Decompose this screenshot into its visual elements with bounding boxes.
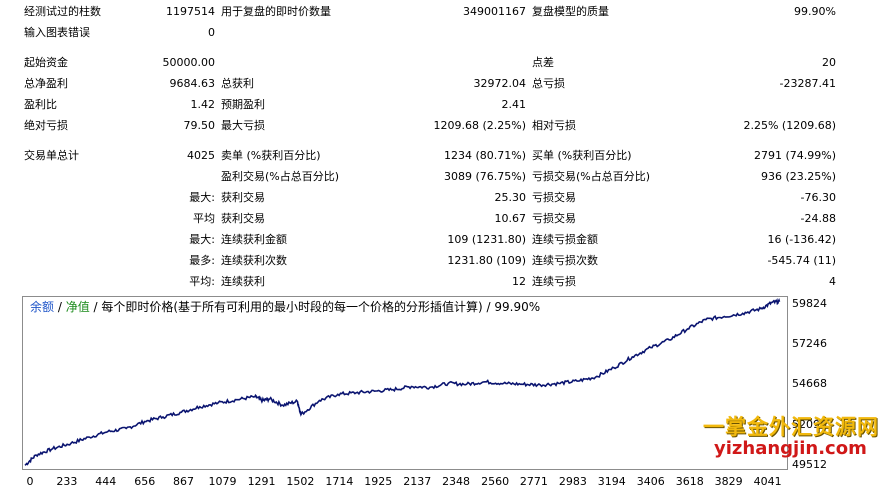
initial-deposit-label: 起始资金 [24, 56, 68, 69]
initial-deposit-value: 50000.00 [162, 56, 216, 69]
x-tick-label: 0 [26, 475, 34, 488]
maximal-prefix: 最多: [189, 254, 215, 267]
spread-value: 20 [822, 56, 836, 69]
long-positions-value: 2791 (74.99%) [753, 149, 836, 162]
maximal-consecutive-profit-label: 连续获利次数 [221, 254, 287, 267]
expected-payoff-value: 2.41 [501, 98, 527, 111]
legend-equity: 净值 [65, 300, 90, 314]
x-tick-label: 1079 [208, 475, 237, 488]
net-profit-value: 9684.63 [169, 77, 216, 90]
x-tick-label: 1925 [364, 475, 393, 488]
x-tick-label: 3406 [636, 475, 665, 488]
largest-profit-trade-value: 25.30 [494, 191, 527, 204]
relative-drawdown-label: 相对亏损 [532, 119, 576, 132]
max-consecutive-losses-label: 连续亏损金额 [532, 233, 598, 246]
chart-errors-label: 输入图表错误 [24, 26, 90, 39]
equity-series-line [24, 297, 781, 466]
gross-loss-label: 总亏损 [532, 77, 565, 90]
max-consecutive-wins-value: 109 (1231.80) [447, 233, 526, 246]
ticks-value: 349001167 [463, 5, 526, 18]
max-consecutive-wins-label: 连续获利金额 [221, 233, 287, 246]
x-tick-label: 4041 [753, 475, 782, 488]
watermark-url: yizhangjin.com [714, 438, 867, 459]
total-trades-value: 4025 [187, 149, 215, 162]
y-tick-label: 59824 [792, 297, 827, 311]
profit-trades-label: 盈利交易(%占总百分比) [221, 170, 340, 183]
average-consecutive-losses-label: 连续亏损 [532, 275, 576, 288]
chart-legend: 余额 / 净值 / 每个即时价格(基于所有可利用的最小时段的每一个价格的分形插值… [30, 300, 540, 314]
maximal-drawdown-value: 1209.68 (2.25%) [433, 119, 526, 132]
largest-profit-trade-label: 获利交易 [221, 191, 265, 204]
average-consecutive-prefix: 平均: [189, 275, 215, 288]
y-tick-label: 52090 [792, 417, 827, 431]
largest-prefix: 最大: [189, 191, 215, 204]
maximal-consecutive-loss-label: 连续亏损次数 [532, 254, 598, 267]
y-tick-label: 57246 [792, 337, 827, 351]
x-tick-label: 3618 [675, 475, 704, 488]
x-tick-label: 3194 [597, 475, 626, 488]
equity-chart-svg [24, 297, 781, 466]
average-consecutive-wins-label: 连续获利 [221, 275, 265, 288]
x-tick-label: 444 [95, 475, 117, 488]
profit-trades-value: 3089 (76.75%) [443, 170, 526, 183]
average-loss-trade-label: 亏损交易 [532, 212, 576, 225]
x-tick-label: 2348 [442, 475, 471, 488]
y-tick-label: 54668 [792, 377, 827, 391]
x-tick-label: 1714 [325, 475, 354, 488]
maximal-consecutive-loss-value: -545.74 (11) [767, 254, 836, 267]
x-tick-label: 2983 [558, 475, 587, 488]
ticks-label: 用于复盘的即时价数量 [221, 5, 331, 18]
gross-profit-value: 32972.04 [473, 77, 527, 90]
x-tick-label: 656 [134, 475, 156, 488]
loss-trades-value: 936 (23.25%) [760, 170, 836, 183]
legend-separator: / [54, 300, 66, 314]
bars-tested-value: 1197514 [166, 5, 215, 18]
absolute-drawdown-value: 79.50 [183, 119, 216, 132]
average-prefix: 平均 [193, 212, 215, 225]
loss-trades-label: 亏损交易(%占总百分比) [532, 170, 651, 183]
x-tick-label: 3829 [714, 475, 743, 488]
bars-tested-label: 经测试过的柱数 [24, 5, 101, 18]
legend-balance: 余额 [30, 300, 55, 314]
average-loss-trade-value: -24.88 [800, 212, 836, 225]
largest-loss-trade-label: 亏损交易 [532, 191, 576, 204]
spread-label: 点差 [532, 56, 554, 69]
gross-loss-value: -23287.41 [779, 77, 836, 90]
x-tick-label: 2560 [481, 475, 510, 488]
gross-profit-label: 总获利 [221, 77, 254, 90]
net-profit-label: 总净盈利 [24, 77, 68, 90]
average-profit-trade-value: 10.67 [494, 212, 527, 225]
profit-factor-value: 1.42 [190, 98, 216, 111]
x-tick-label: 2137 [403, 475, 432, 488]
short-positions-label: 卖单 (%获利百分比) [221, 149, 321, 162]
x-tick-label: 1502 [286, 475, 315, 488]
absolute-drawdown-label: 绝对亏损 [24, 119, 68, 132]
short-positions-value: 1234 (80.71%) [443, 149, 526, 162]
model-quality-label: 复盘模型的质量 [532, 5, 609, 18]
model-quality-value: 99.90% [794, 5, 836, 18]
maximal-drawdown-label: 最大亏损 [221, 119, 265, 132]
y-tick-label: 49512 [792, 457, 827, 471]
largest-loss-trade-value: -76.30 [800, 191, 836, 204]
average-consecutive-wins-value: 12 [512, 275, 526, 288]
maximal-consecutive-profit-value: 1231.80 (109) [447, 254, 526, 267]
x-tick-label: 867 [173, 475, 195, 488]
maximum-prefix: 最大: [189, 233, 215, 246]
x-tick-label: 233 [56, 475, 78, 488]
equity-chart-area [22, 296, 788, 470]
expected-payoff-label: 预期盈利 [221, 98, 265, 111]
average-consecutive-losses-value: 4 [829, 275, 836, 288]
average-profit-trade-label: 获利交易 [221, 212, 265, 225]
watermark-logo-text: 一掌金外汇资源网 [703, 415, 879, 439]
profit-factor-label: 盈利比 [24, 98, 57, 111]
chart-errors-value: 0 [208, 26, 215, 39]
total-trades-label: 交易单总计 [24, 149, 79, 162]
legend-description: / 每个即时价格(基于所有可利用的最小时段的每一个价格的分形插值计算) / 99… [89, 300, 541, 314]
x-tick-label: 1291 [247, 475, 276, 488]
x-tick-label: 2771 [519, 475, 548, 488]
long-positions-label: 买单 (%获利百分比) [532, 149, 632, 162]
relative-drawdown-value: 2.25% (1209.68) [743, 119, 836, 132]
max-consecutive-losses-value: 16 (-136.42) [767, 233, 836, 246]
